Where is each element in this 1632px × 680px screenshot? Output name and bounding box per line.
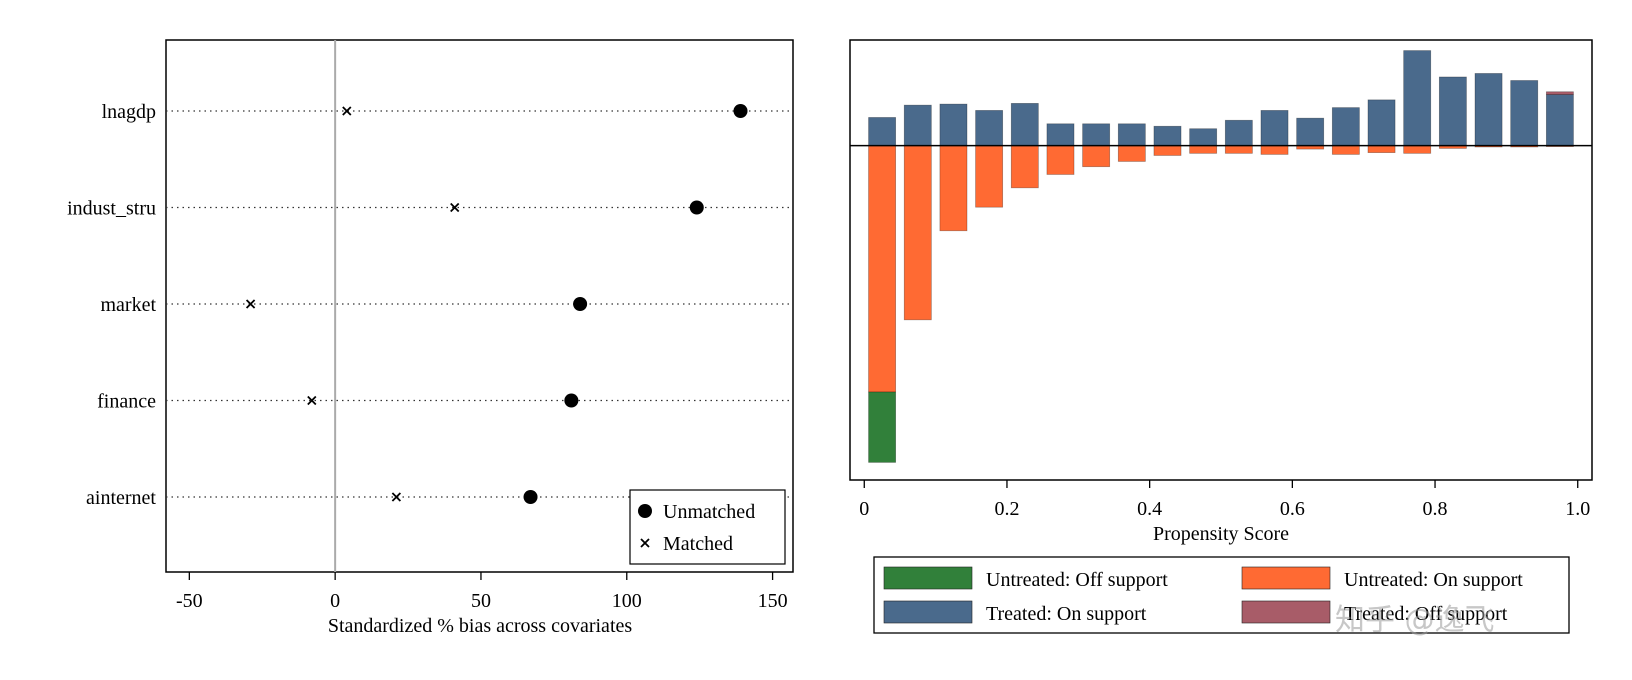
bar-treated-on-support-6 [1082,123,1111,146]
bar-untreated-on-support-9 [1189,145,1218,154]
bar-treated-on-support-12 [1296,117,1325,146]
bar-treated-on-support-15 [1403,50,1432,146]
bar-untreated-on-support-14 [1367,145,1396,153]
bar-treated-on-support-3 [975,110,1004,146]
x-tick-label: 50 [471,590,491,612]
covariate-row-lnagdp: lnagdp [102,101,793,123]
bar-treated-on-support-8 [1153,125,1182,146]
legend-label-treated-off-support: Treated: Off support [1344,603,1508,625]
x-tick-label: -50 [176,590,203,612]
bar-treated-on-support-10 [1224,119,1253,146]
unmatched-point-market [573,297,588,311]
bar-treated-on-support-11 [1260,110,1289,146]
watermark-text: 知乎 @逸飞 [1335,603,1495,638]
covariate-label: ainternet [86,487,156,509]
x-tick-label: 0.8 [1423,498,1448,520]
bar-untreated-on-support-13 [1331,145,1360,155]
histogram-legend-frame [873,556,1570,634]
histogram-x-axis: 0 0.2 0.4 0.6 0.8 1.0 [859,480,1590,520]
bar-untreated-on-support-2 [939,145,968,232]
covariate-row-market: market [100,294,793,316]
legend-label-untreated-off-support: Untreated: Off support [986,569,1168,591]
legend-marker-matched [640,538,650,548]
bar-treated-on-support-13 [1331,107,1360,146]
x-tick-label: 100 [612,590,642,612]
bar-treated-on-support-18 [1510,80,1539,146]
bias-plot-frame [165,39,794,573]
propensity-histogram: 0 0.2 0.4 0.6 0.8 1.0 Propensity Score Untrea… [849,39,1593,638]
covariate-row-finance: finance [97,391,793,413]
covariate-label: market [100,294,156,316]
legend-label-treated-on-support: Treated: On support [986,603,1147,625]
bar-untreated-off-support-0 [868,391,897,463]
bar-treated-on-support-19 [1545,94,1574,146]
x-tick-label: 0.4 [1137,498,1162,520]
bar-treated-on-support-7 [1117,123,1146,146]
legend-label-matched: Matched [663,533,733,555]
bar-untreated-on-support-0 [868,145,897,393]
covariate-label: lnagdp [102,101,156,123]
unmatched-point-lnagdp [733,104,748,118]
x-tick-label: 1.0 [1565,498,1590,520]
legend-swatch-treated-off-support [1241,600,1331,624]
histogram-x-axis-label: Propensity Score [1153,523,1289,545]
bar-untreated-on-support-7 [1117,145,1146,162]
bar-treated-on-support-14 [1367,99,1396,146]
bar-treated-on-support-5 [1046,123,1075,146]
unmatched-point-finance [564,393,579,408]
matched-point-lnagdp [342,106,352,116]
bias-legend: Unmatched Matched [629,489,786,565]
covariate-label: indust_stru [67,198,156,220]
bar-untreated-on-support-11 [1260,145,1289,155]
bar-treated-on-support-17 [1474,73,1503,146]
legend-swatch-untreated-off-support [883,566,973,590]
matched-point-finance [307,395,317,406]
bias-x-axis: -50 0 50 100 150 [176,572,788,612]
covariate-row-indust-stru: indust_stru [67,198,793,220]
legend-swatch-treated-on-support [883,600,973,624]
bar-untreated-on-support-15 [1403,145,1432,154]
bar-untreated-on-support-3 [975,145,1004,208]
bias-plot: lnagdpindust_strumarketfinanceainternet … [67,39,794,637]
bar-untreated-on-support-4 [1010,145,1039,189]
unmatched-point-ainternet [523,490,538,504]
bar-treated-on-support-16 [1438,76,1467,146]
bar-treated-on-support-0 [868,117,897,146]
bar-untreated-on-support-10 [1224,145,1253,154]
bar-untreated-on-support-1 [903,145,932,321]
histogram-bars [868,50,1574,463]
covariate-label: finance [97,391,156,413]
legend-swatch-untreated-on-support [1241,566,1331,590]
bar-untreated-on-support-8 [1153,145,1182,156]
x-tick-label: 0.2 [994,498,1019,520]
bar-treated-off-support-19 [1545,91,1574,95]
x-tick-label: 0 [330,590,340,612]
legend-label-unmatched: Unmatched [663,501,755,523]
x-tick-label: 0.6 [1280,498,1305,520]
x-tick-label: 150 [758,590,788,612]
unmatched-point-indust-stru [689,200,704,215]
bar-untreated-on-support-5 [1046,145,1075,175]
bar-treated-on-support-2 [939,103,968,146]
matched-point-ainternet [391,492,402,502]
matched-point-market [245,299,256,309]
bar-treated-on-support-1 [903,104,932,146]
bias-x-axis-label: Standardized % bias across covariates [328,615,633,637]
matched-point-indust-stru [450,202,460,213]
legend-marker-unmatched [638,504,652,518]
bar-untreated-on-support-6 [1082,145,1111,168]
bar-treated-on-support-4 [1010,103,1039,146]
x-tick-label: 0 [859,498,869,520]
histogram-frame [849,39,1593,481]
bias-legend-frame [629,489,786,565]
bar-treated-on-support-9 [1189,128,1218,146]
histogram-legend: Untreated: Off support Untreated: On sup… [873,556,1570,634]
legend-label-untreated-on-support: Untreated: On support [1344,569,1523,591]
